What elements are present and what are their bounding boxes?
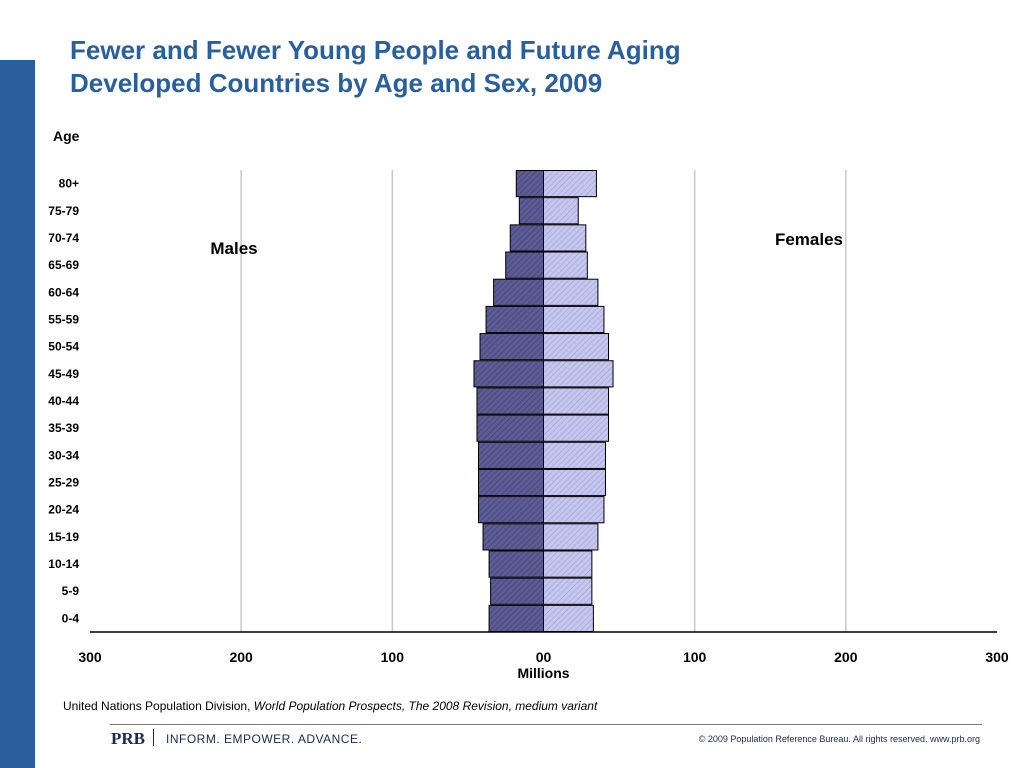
female-bar xyxy=(543,170,597,198)
bars xyxy=(473,170,614,633)
female-bar xyxy=(543,468,606,497)
age-group-label: 10-14 xyxy=(48,557,79,571)
female-bar xyxy=(543,523,599,551)
male-bar xyxy=(477,441,544,469)
source-prefix: United Nations Population Division, xyxy=(63,699,254,713)
age-group-label: 35-39 xyxy=(48,421,79,435)
age-group-label: 75-79 xyxy=(48,204,79,218)
males-series-label: Males xyxy=(210,239,257,258)
male-bar xyxy=(479,333,545,361)
female-bar xyxy=(543,496,605,524)
age-group-label: 5-9 xyxy=(62,584,80,598)
male-bar xyxy=(477,496,544,524)
slide-accent-bar xyxy=(0,60,35,768)
slide-title: Fewer and Fewer Young People and Future … xyxy=(70,34,681,100)
age-group-label: 15-19 xyxy=(48,530,79,544)
male-bar xyxy=(476,387,544,415)
female-bar xyxy=(543,224,587,252)
age-group-label: 55-59 xyxy=(48,312,79,326)
male-bar xyxy=(488,550,544,578)
logo-separator xyxy=(153,729,154,746)
female-bar xyxy=(543,550,593,578)
x-tick-label: 100 xyxy=(683,649,707,665)
chart-labels: 300 200 100 00 100 200 300 Millions Age 80+ 75-79 7… xyxy=(48,128,1009,681)
female-bar xyxy=(543,333,610,361)
x-tick-label: 200 xyxy=(229,649,253,665)
female-bar xyxy=(543,197,579,225)
female-bar xyxy=(543,387,610,415)
male-bar xyxy=(518,197,545,225)
population-pyramid-chart: 300 200 100 00 100 200 300 Millions Age 80+ 75-79 7… xyxy=(48,128,1009,681)
age-group-label: 45-49 xyxy=(48,367,79,381)
male-bar xyxy=(509,224,545,252)
male-bar xyxy=(473,360,545,388)
x-tick-label: 200 xyxy=(834,649,858,665)
age-group-label: 25-29 xyxy=(48,476,79,490)
prb-tagline: INFORM. EMPOWER. ADVANCE. xyxy=(166,732,363,746)
x-tick-label: 300 xyxy=(985,649,1009,665)
female-bar xyxy=(543,604,594,633)
prb-logo: PRB xyxy=(111,729,145,748)
age-group-label: 60-64 xyxy=(48,285,79,299)
age-group-label: 20-24 xyxy=(48,503,79,517)
female-bar xyxy=(543,441,606,469)
male-bar xyxy=(490,577,545,605)
female-bar xyxy=(543,278,599,306)
female-bar xyxy=(543,577,593,605)
female-bar xyxy=(543,414,610,442)
copyright-notice: © 2009 Population Reference Bureau. All … xyxy=(698,734,980,744)
x-tick-label: 00 xyxy=(536,649,552,665)
male-bar xyxy=(482,523,544,551)
x-tick-label: 100 xyxy=(381,649,405,665)
y-axis-title: Age xyxy=(53,128,80,144)
age-group-label: 40-44 xyxy=(48,394,79,408)
x-axis-title: Millions xyxy=(517,665,569,681)
male-bar xyxy=(515,170,544,198)
age-group-label: 0-4 xyxy=(62,611,80,625)
male-bar xyxy=(477,468,544,497)
female-bar xyxy=(543,251,588,279)
age-group-label: 80+ xyxy=(59,177,79,191)
title-line-2: Developed Countries by Age and Sex, 2009 xyxy=(70,68,603,98)
male-bar xyxy=(505,251,545,279)
age-group-label: 30-34 xyxy=(48,448,79,462)
age-group-label: 50-54 xyxy=(48,340,79,354)
source-note: United Nations Population Division, Worl… xyxy=(63,699,597,713)
females-series-label: Females xyxy=(775,230,843,249)
female-bar xyxy=(543,305,605,334)
footer-divider xyxy=(110,724,982,725)
male-bar xyxy=(485,305,545,334)
male-bar xyxy=(488,604,544,633)
female-bar xyxy=(543,360,614,388)
age-group-label: 65-69 xyxy=(48,258,79,272)
male-bar xyxy=(476,414,544,442)
male-bar xyxy=(493,278,544,306)
age-group-label: 70-74 xyxy=(48,231,79,245)
x-tick-label: 300 xyxy=(78,649,102,665)
title-line-1: Fewer and Fewer Young People and Future … xyxy=(70,35,681,65)
source-title: World Population Prospects, The 2008 Rev… xyxy=(253,699,598,713)
